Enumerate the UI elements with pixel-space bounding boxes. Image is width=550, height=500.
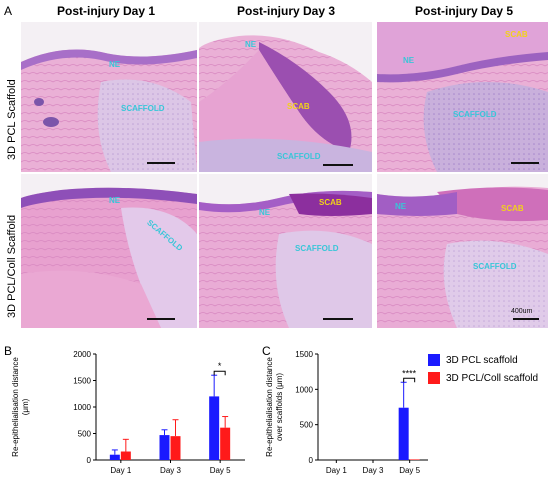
y-axis-label: (μm) — [21, 398, 30, 415]
tile-label-scab: SCAB — [287, 102, 310, 111]
significance-bracket — [213, 370, 226, 376]
y-tick-label: 1500 — [295, 350, 313, 359]
histology-tile-pcl-day5: SCAB NE SCAFFOLD — [377, 22, 548, 172]
tile-label-scab: SCAB — [319, 198, 342, 207]
tile-label-scaffold: SCAFFOLD — [121, 104, 165, 113]
y-tick-label: 500 — [300, 421, 314, 430]
bar — [109, 454, 120, 460]
bar — [120, 451, 131, 460]
tile-label-scaffold: SCAFFOLD — [277, 152, 321, 161]
legend-item-pcl: 3D PCL scaffold — [428, 352, 538, 370]
y-axis-label: over scaffolds (μm) — [275, 373, 284, 441]
x-tick-label: Day 1 — [326, 466, 347, 475]
column-header-day3: Post-injury Day 3 — [236, 4, 336, 18]
panel-letter-c: C — [262, 344, 271, 358]
row-label-pcl: 3D PCL Scaffold — [6, 79, 18, 160]
histology-tile-pclcoll-day5: NE SCAB SCAFFOLD 400um — [377, 174, 548, 328]
scale-bar — [147, 318, 175, 320]
legend-label-pcl: 3D PCL scaffold — [446, 355, 518, 366]
bar — [398, 407, 409, 460]
histology-tile-pcl-day3: NE SCAB SCAFFOLD — [199, 22, 372, 172]
tile-label-ne: NE — [403, 56, 415, 65]
column-header-day5: Post-injury Day 5 — [414, 4, 514, 18]
panel-letter-a: A — [4, 4, 13, 18]
legend-swatch-pcl — [428, 354, 440, 367]
significance-bracket — [403, 377, 416, 383]
tile-label-scab: SCAB — [501, 204, 524, 213]
y-tick-label: 2000 — [73, 350, 91, 359]
scale-bar — [511, 162, 539, 164]
x-tick-label: Day 3 — [160, 466, 181, 475]
legend: 3D PCL scaffold 3D PCL/Coll scaffold — [428, 352, 538, 388]
y-tick-label: 1000 — [295, 385, 313, 394]
tile-label-ne: NE — [259, 208, 271, 217]
chart-c: 0 500 1000 1500 Re-epithelialisation distanc… — [265, 350, 428, 475]
legend-item-pcl-coll: 3D PCL/Coll scaffold — [428, 370, 538, 388]
chart-b: 0 500 1000 1500 2000 Re-epithelialisation dis… — [11, 350, 245, 475]
scale-bar — [513, 318, 539, 320]
tile-label-ne: NE — [109, 196, 121, 205]
significance-label: * — [218, 361, 222, 371]
x-tick-label: Day 3 — [363, 466, 384, 475]
scale-bar — [147, 162, 175, 164]
significance-label: **** — [402, 368, 417, 378]
x-tick-label: Day 1 — [110, 466, 131, 475]
y-tick-label: 1000 — [73, 403, 91, 412]
tile-label-scaffold: SCAFFOLD — [473, 262, 517, 271]
bar — [159, 435, 170, 460]
tile-label-ne: NE — [245, 40, 257, 49]
y-axis-label: Re-epithelialisation distance — [11, 357, 20, 457]
histology-tile-pcl-day1: NE SCAFFOLD — [21, 22, 197, 172]
tile-label-scab: SCAB — [505, 30, 528, 39]
tile-label-ne: NE — [395, 202, 407, 211]
tile-label-scaffold: SCAFFOLD — [453, 110, 497, 119]
x-tick-label: Day 5 — [399, 466, 420, 475]
tile-label-scaffold: SCAFFOLD — [295, 244, 339, 253]
legend-label-pcl-coll: 3D PCL/Coll scaffold — [446, 373, 539, 384]
legend-swatch-pcl-coll — [428, 372, 440, 385]
y-tick-label: 500 — [78, 430, 92, 439]
histology-tile-pclcoll-day3: SCAB NE SCAFFOLD — [199, 174, 372, 328]
scale-bar — [323, 318, 353, 320]
panel-letter-b: B — [4, 344, 13, 358]
y-axis-label: Re-epithelialisation distance — [265, 357, 274, 457]
y-tick-label: 0 — [309, 456, 314, 465]
scale-bar-label: 400um — [511, 308, 533, 315]
histology-tile-pclcoll-day1: NE SCAFFOLD — [21, 174, 197, 328]
y-tick-label: 1500 — [73, 377, 91, 386]
scale-bar — [323, 164, 353, 166]
bar — [220, 427, 231, 460]
bar — [209, 396, 220, 460]
column-header-day1: Post-injury Day 1 — [56, 4, 156, 18]
row-label-pcl-coll: 3D PCL/Coll Scaffold — [6, 214, 18, 318]
bar — [170, 436, 181, 460]
bar — [409, 459, 420, 460]
x-tick-label: Day 5 — [210, 466, 231, 475]
tile-label-ne: NE — [109, 60, 121, 69]
y-tick-label: 0 — [87, 456, 92, 465]
